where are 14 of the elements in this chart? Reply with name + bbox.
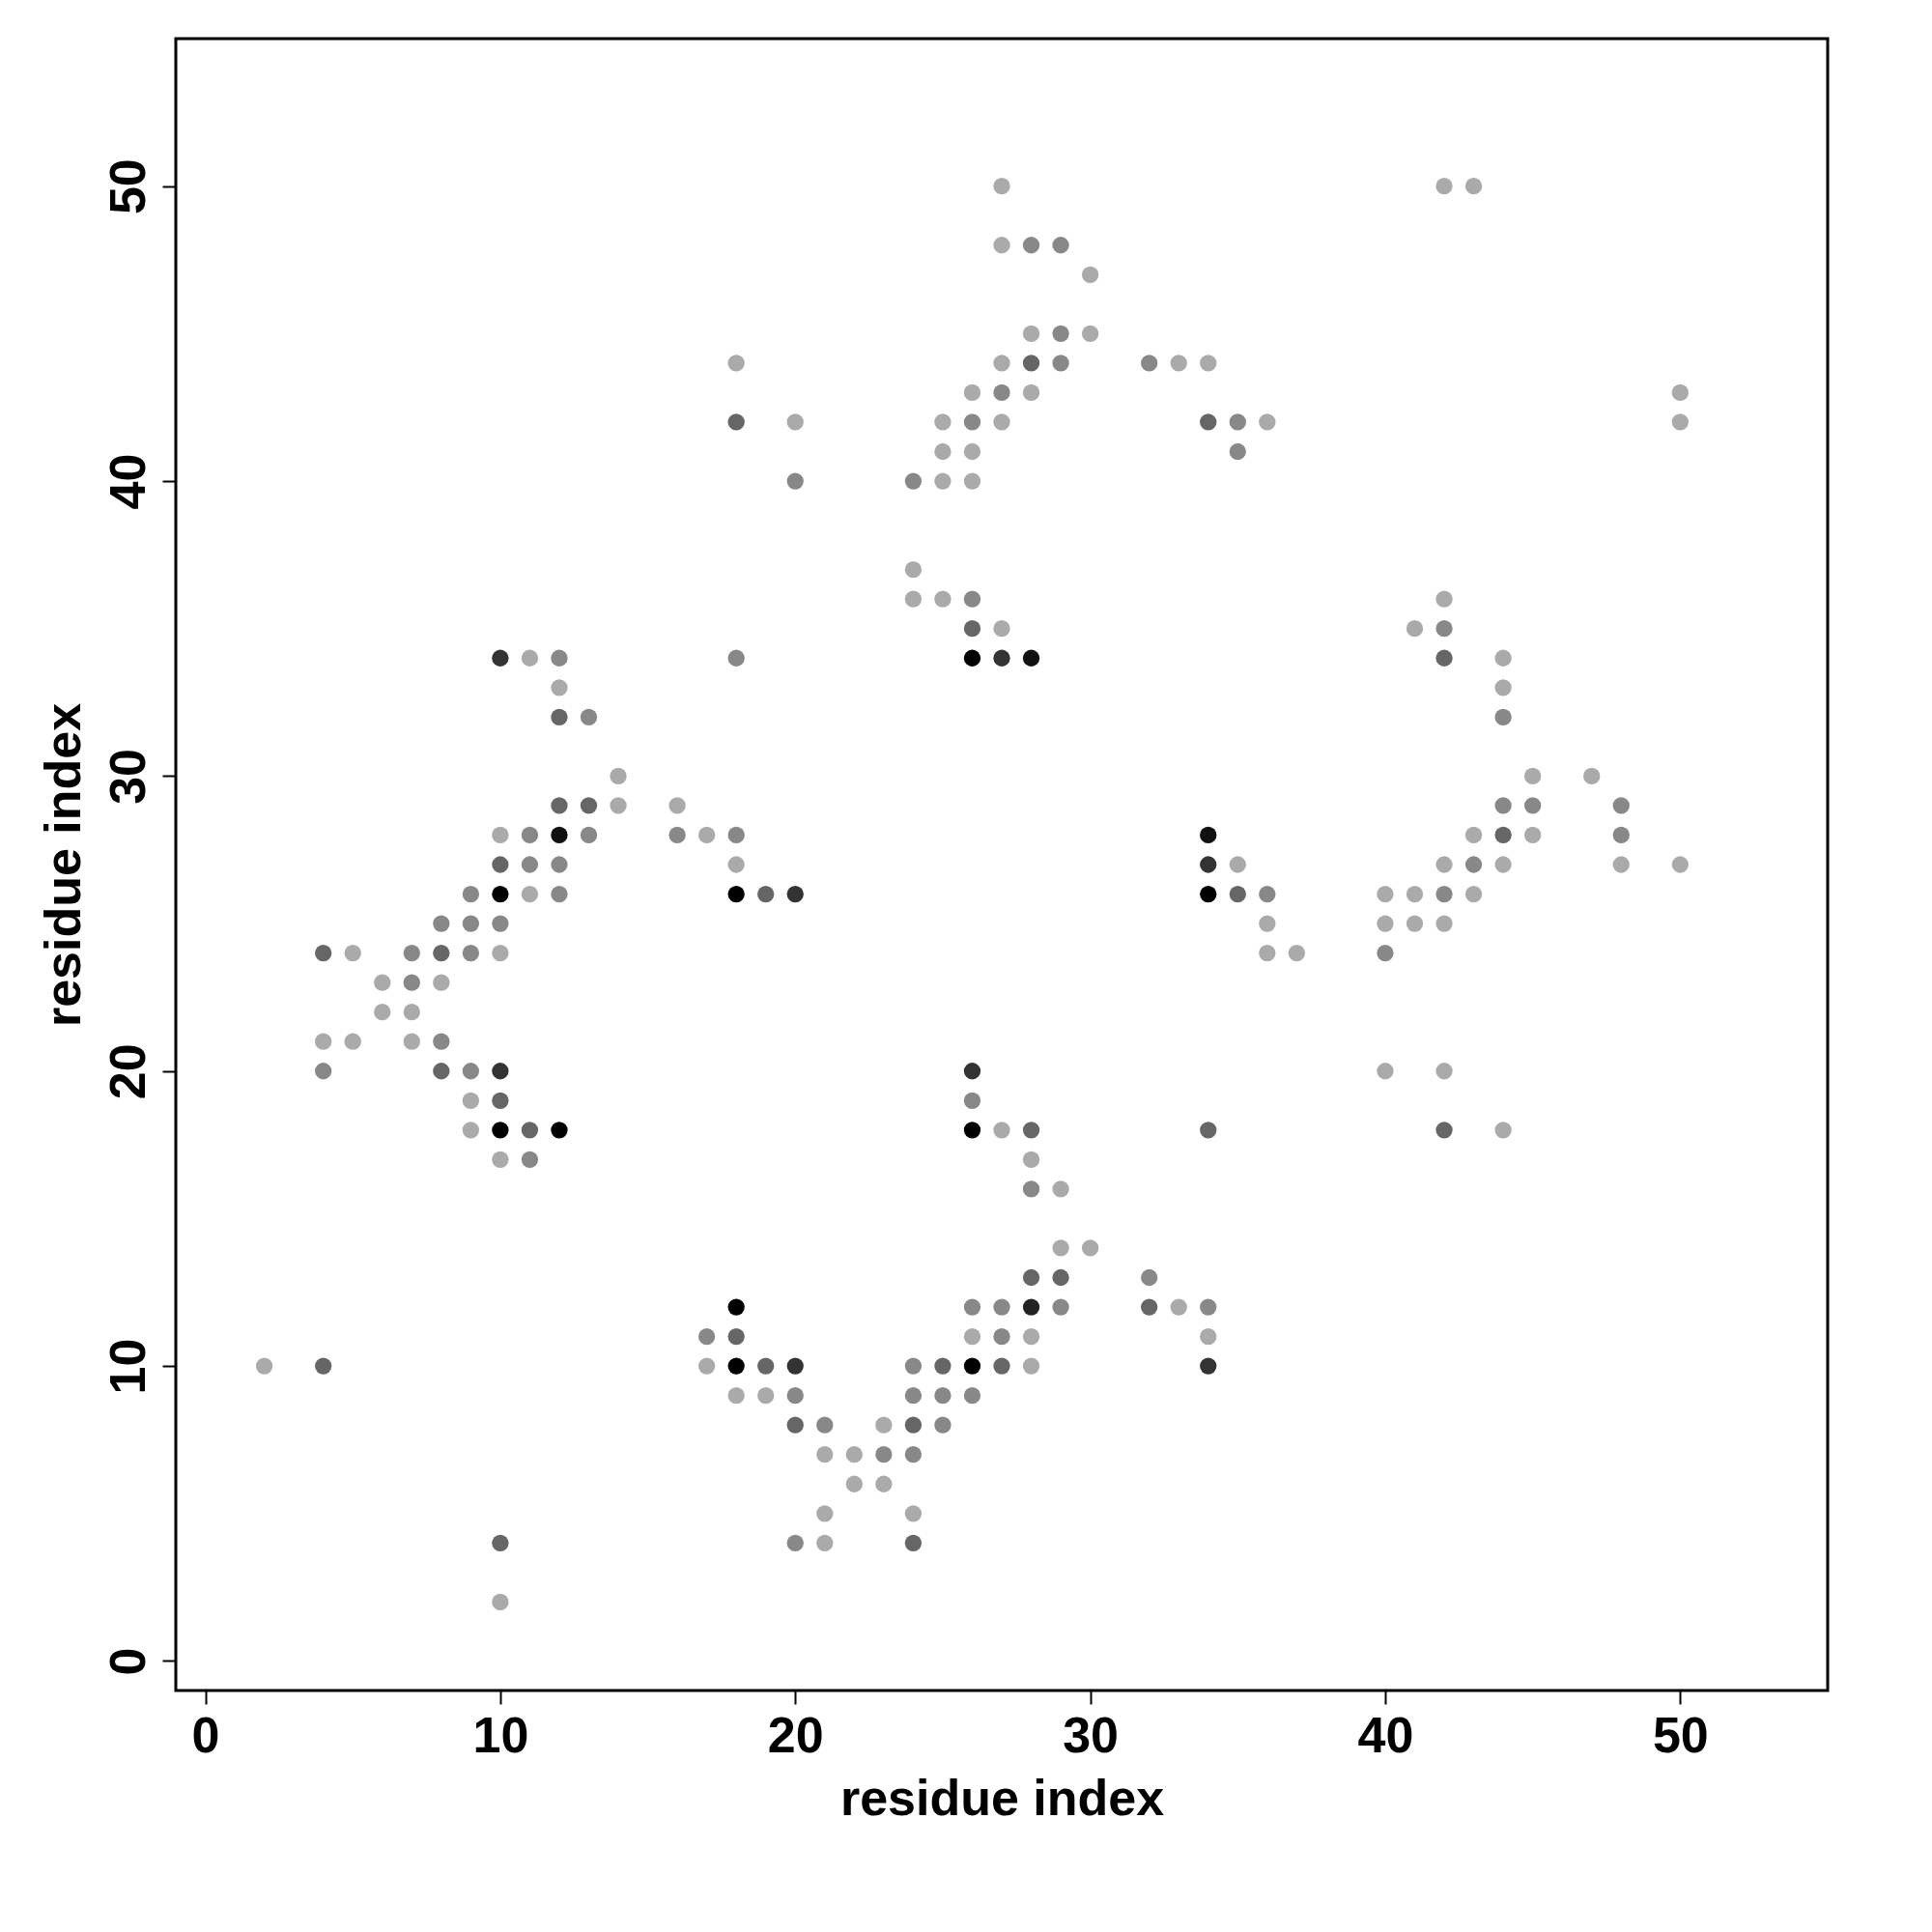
y-tick-label: 30 xyxy=(99,748,156,805)
y-tick-label: 20 xyxy=(99,1043,156,1100)
x-tick-label: 0 xyxy=(191,1706,220,1763)
x-tick-label: 10 xyxy=(472,1706,529,1763)
y-tick-label: 50 xyxy=(99,158,156,215)
x-tick-label: 30 xyxy=(1063,1706,1120,1763)
y-tick-label: 0 xyxy=(99,1647,156,1676)
y-tick-label: 10 xyxy=(99,1338,156,1395)
x-tick-label: 40 xyxy=(1357,1706,1414,1763)
x-tick-label: 50 xyxy=(1652,1706,1709,1763)
y-tick-label: 40 xyxy=(99,453,156,510)
x-axis-title: residue index xyxy=(839,1769,1165,1826)
x-tick-label: 20 xyxy=(767,1706,824,1763)
y-axis-title: residue index xyxy=(34,702,91,1028)
